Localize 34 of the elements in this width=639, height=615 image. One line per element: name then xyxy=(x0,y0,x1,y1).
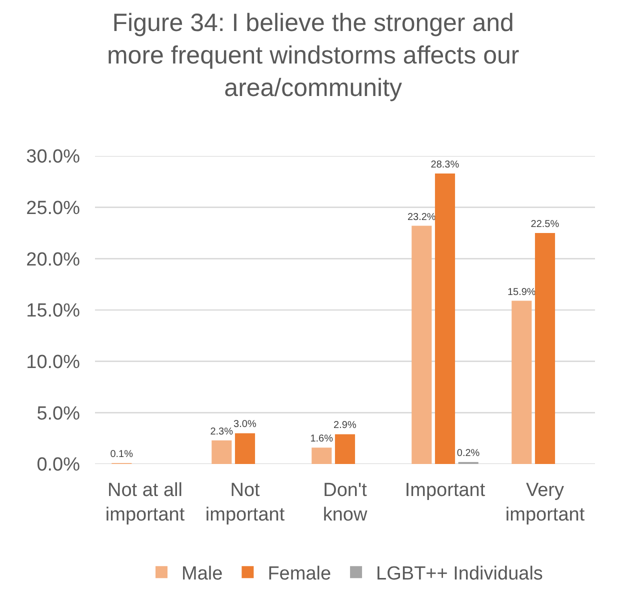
bar xyxy=(234,433,256,464)
bar xyxy=(512,300,532,464)
bar xyxy=(534,233,556,464)
x-tick-label: Very important xyxy=(505,480,586,526)
y-tick-label: 5.0% xyxy=(36,403,80,424)
legend-label: Female xyxy=(268,564,332,585)
data-label: 1.6% xyxy=(310,434,334,445)
data-label: 15.9% xyxy=(507,286,536,298)
data-label: 22.5% xyxy=(530,219,560,230)
y-tick-label: 0.0% xyxy=(36,454,80,476)
y-tick-label: 25.0% xyxy=(26,198,80,219)
data-label: 3.0% xyxy=(234,419,256,430)
x-tick-label: Not at all important xyxy=(105,480,186,526)
data-label: 0.1% xyxy=(110,448,134,460)
x-tick-label: Don't know xyxy=(322,480,368,526)
y-tick-label: 30.0% xyxy=(26,146,80,168)
y-tick-label: 15.0% xyxy=(26,300,80,322)
bar xyxy=(412,226,432,464)
legend-label: Male xyxy=(182,564,223,585)
bar xyxy=(312,448,332,464)
legend-label: LGBT++ Individuals xyxy=(376,564,543,585)
bar xyxy=(334,434,356,464)
bar xyxy=(212,440,232,464)
bar xyxy=(434,173,456,464)
y-tick-label: 10.0% xyxy=(26,352,80,373)
x-tick-label: Not important xyxy=(205,480,286,526)
data-label: 23.2% xyxy=(407,212,436,223)
y-tick-label: 20.0% xyxy=(26,249,80,270)
data-label: 28.3% xyxy=(430,159,460,170)
data-label: 2.9% xyxy=(334,420,356,432)
x-tick-label: Important xyxy=(404,480,486,501)
data-label: 2.3% xyxy=(210,426,234,438)
data-label: 0.2% xyxy=(456,448,480,459)
chart-title: Figure 34: I believe the stronger and more frequent windstorms affects our area/community xyxy=(106,8,520,102)
